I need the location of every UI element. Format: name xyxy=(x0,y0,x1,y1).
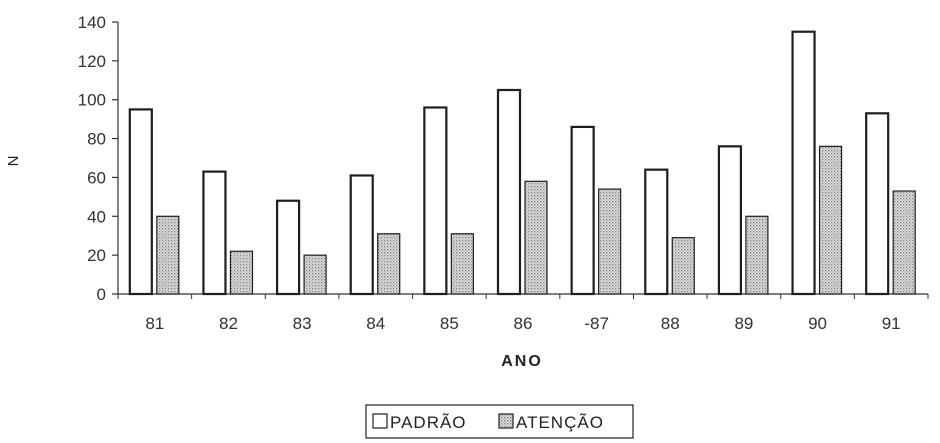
legend-swatch-padrao xyxy=(372,413,388,429)
y-tick-label: 0 xyxy=(97,285,106,304)
x-tick-label: 83 xyxy=(293,314,312,333)
bar-padrao xyxy=(275,199,301,296)
x-tick-label: 86 xyxy=(514,314,533,333)
y-axis: 0 20 40 60 80 100 120 140 xyxy=(78,13,119,304)
bar-atencao xyxy=(745,215,769,295)
y-tick-label: 80 xyxy=(87,130,106,149)
y-tick-label: 140 xyxy=(78,13,106,32)
bar-atencao xyxy=(450,233,474,295)
bar-padrao xyxy=(791,30,816,296)
x-tick-label: 81 xyxy=(145,314,164,333)
bars xyxy=(128,30,916,296)
y-tick-label: 40 xyxy=(87,207,106,226)
x-tick-label: 85 xyxy=(440,314,459,333)
bar-atencao xyxy=(818,145,843,295)
bar-padrao xyxy=(717,145,743,296)
bar-atencao xyxy=(303,254,327,295)
bar-padrao xyxy=(496,88,522,296)
x-tick-label: 90 xyxy=(808,314,827,333)
bar-atencao xyxy=(892,190,916,295)
legend-label-padrao: PADRÃO xyxy=(390,413,467,432)
x-tick-label: -87 xyxy=(584,314,609,333)
bar-padrao xyxy=(570,125,595,296)
x-tick-label: 84 xyxy=(366,314,385,333)
x-axis-title: ANO xyxy=(501,353,543,370)
x-axis: 81 82 83 84 85 86 -87 88 89 90 91 xyxy=(117,293,929,333)
bar-padrao xyxy=(865,112,890,296)
y-tick-label: 60 xyxy=(87,168,106,187)
bar-atencao xyxy=(156,215,180,295)
y-axis-title: N xyxy=(5,154,22,167)
bar-atencao xyxy=(229,250,254,295)
legend-swatch-atencao xyxy=(498,413,514,429)
bar-padrao xyxy=(644,168,669,296)
x-tick-label: 89 xyxy=(734,314,753,333)
bar-atencao xyxy=(671,237,695,295)
bar-padrao xyxy=(349,174,374,296)
y-tick-label: 100 xyxy=(78,91,106,110)
x-tick-label: 88 xyxy=(661,314,680,333)
y-tick-label: 120 xyxy=(78,52,106,71)
bar-padrao xyxy=(202,170,227,296)
legend: PADRÃO ATENÇÃO xyxy=(365,404,634,439)
x-tick-label: 91 xyxy=(882,314,901,333)
legend-border xyxy=(365,404,634,439)
bar-padrao xyxy=(423,106,448,296)
bar-padrao xyxy=(128,108,153,296)
legend-label-atencao: ATENÇÃO xyxy=(516,413,604,432)
x-tick-label: 82 xyxy=(219,314,238,333)
bar-atencao xyxy=(524,180,548,295)
bar-atencao xyxy=(377,233,401,295)
y-tick-label: 20 xyxy=(87,246,106,265)
bar-atencao xyxy=(598,188,622,295)
